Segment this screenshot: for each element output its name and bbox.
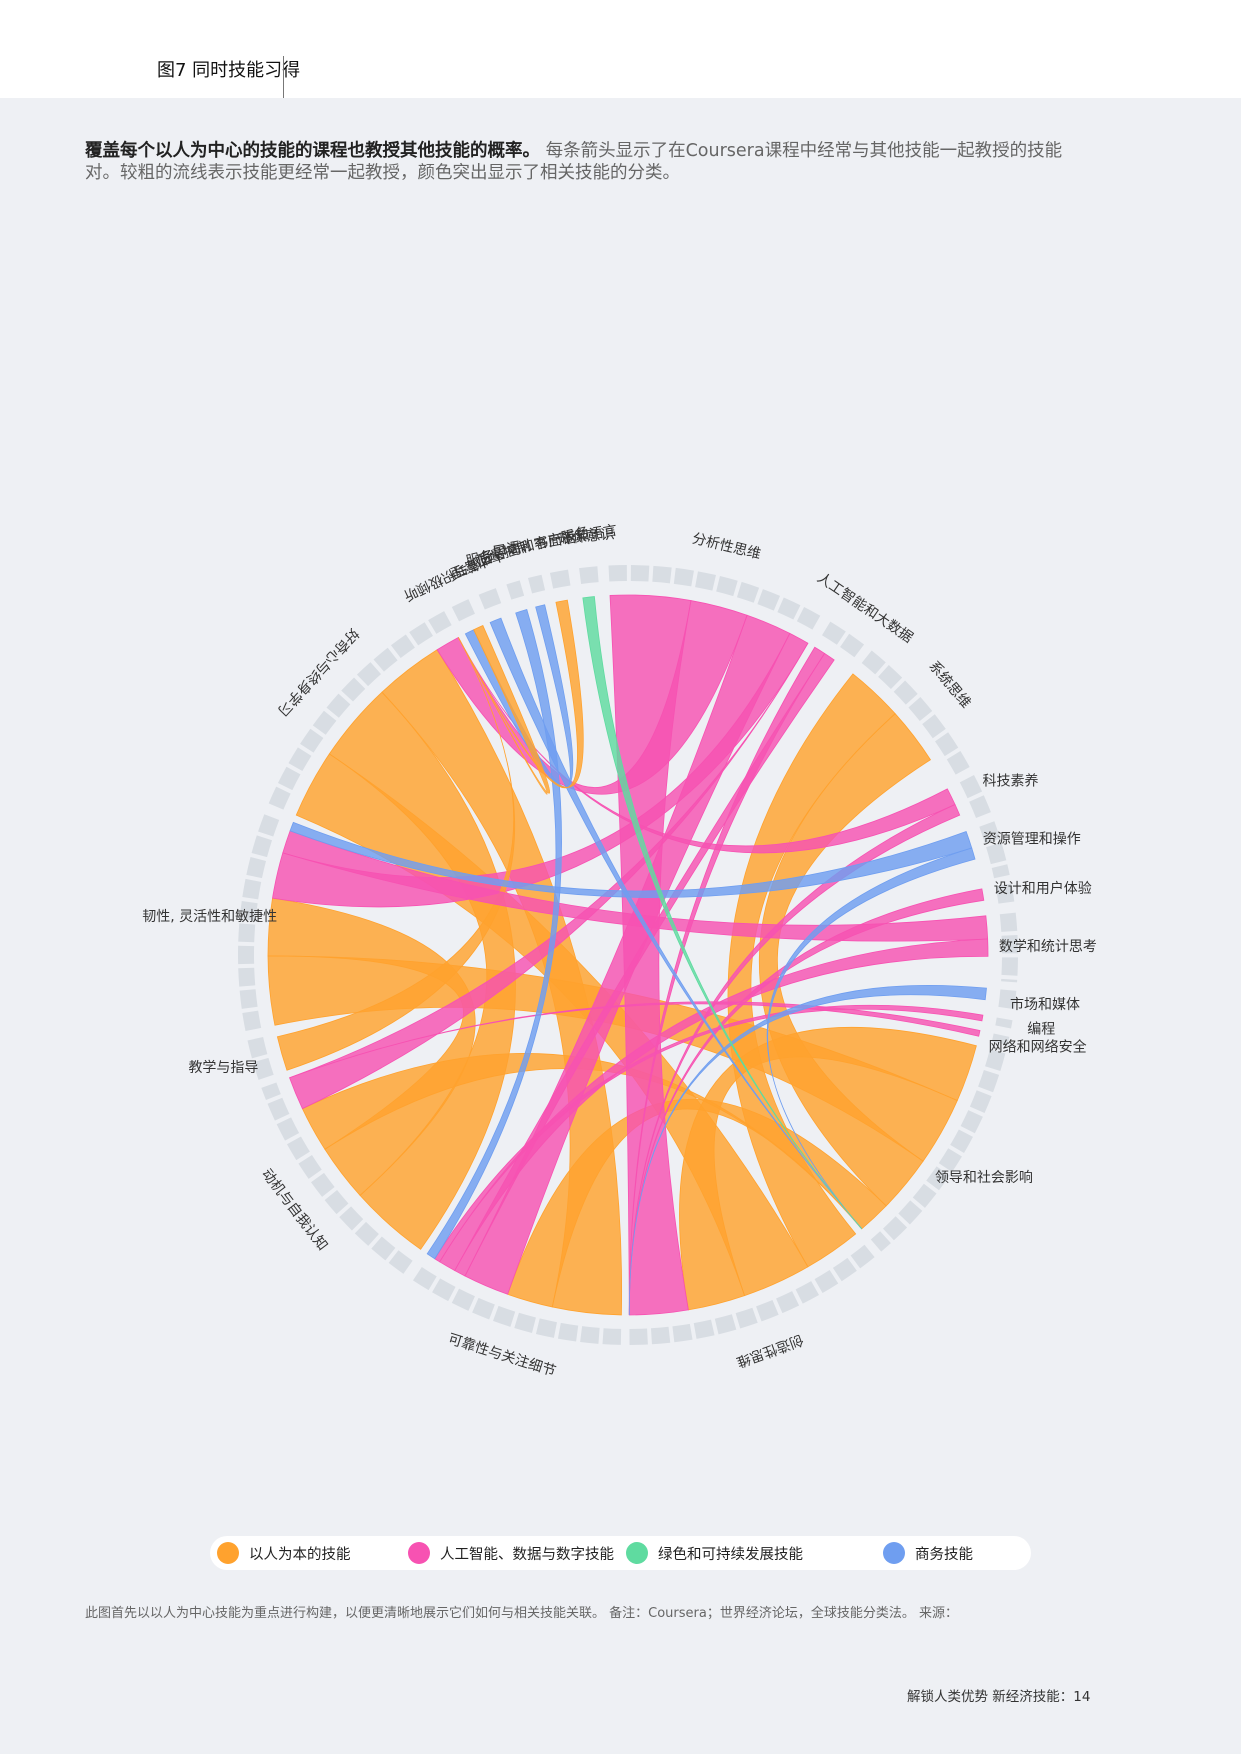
- node-label-analytical: 分析性思维: [691, 531, 763, 563]
- node-label-programming: 编程: [1027, 1022, 1055, 1038]
- node-label-marketing: 市场和媒体: [1010, 996, 1080, 1013]
- legend-swatch-business: [883, 1542, 905, 1564]
- node-arc-networks: [991, 1033, 1010, 1046]
- node-label-networks: 网络和网络安全: [989, 1039, 1087, 1056]
- node-arc-quality: [506, 580, 525, 600]
- top-header-bar: 图7 同时技能习得: [0, 0, 1241, 98]
- node-arc-empathy: [451, 598, 478, 622]
- node-arc-language: [549, 569, 573, 589]
- node-arc-motivation: [261, 1082, 413, 1274]
- title-divider: [283, 56, 284, 98]
- legend: 以人为本的技能 人工智能、数据与数字技能 绿色和可持续发展技能 商务技能: [210, 1536, 1031, 1570]
- description-lead: 覆盖每个以人为中心的技能的课程也教授其他技能的概率。: [85, 141, 540, 161]
- node-arc-teaching: [247, 1035, 274, 1080]
- node-arc-analytical: [608, 565, 823, 632]
- chord-ribbon-service-to-empathy: [464, 604, 574, 788]
- node-arc-curiosity: [268, 611, 452, 810]
- node-arc-environment: [579, 566, 602, 584]
- page-footer: 解锁人类优势 新经济技能：14: [907, 1689, 1091, 1705]
- chord-ribbon-tech-literacy-to-curiosity: [457, 637, 956, 854]
- chord-ribbon-language-to-curiosity: [457, 599, 584, 789]
- chord-ribbon-programming-to-reliability: [434, 1004, 984, 1263]
- chord-node-arcs: [238, 565, 1018, 1345]
- legend-swatch-ai-data: [408, 1542, 430, 1564]
- node-label-math-stats: 数学和统计思考: [999, 939, 1097, 955]
- chord-ribbons: [267, 594, 989, 1316]
- chord-ribbon-analytical-to-resilience: [272, 632, 809, 908]
- figure-title: 图7 同时技能习得: [157, 60, 301, 81]
- node-label-tech-literacy: 科技素养: [982, 773, 1038, 789]
- node-arc-systems: [861, 650, 970, 776]
- description-body: 每条箭头显示了在Coursera课程中经常与其他技能一起教授的技能对。较粗的流线…: [85, 141, 1063, 183]
- node-label-reliability: 可靠性与关注细节: [446, 1331, 558, 1380]
- chord-ribbon-analytical-to-motivation: [289, 642, 809, 1110]
- node-arc-resilience: [238, 811, 281, 1032]
- node-arc-math-stats: [999, 912, 1018, 983]
- legend-label-ai-data: 人工智能、数据与数字技能: [440, 1546, 614, 1563]
- chord-ribbon-creative-to-systems: [727, 673, 896, 1268]
- legend-swatch-green: [626, 1542, 648, 1564]
- node-label-systems: 系统思维: [925, 658, 973, 711]
- node-arc-programming: [995, 1017, 1013, 1029]
- chord-ribbon-motivation-to-leadership: [301, 1053, 863, 1230]
- legend-item-human: 以人为本的技能: [217, 1540, 351, 1566]
- chord-ribbon-resource-mgmt-to-leadership: [766, 847, 976, 1230]
- node-arc-leadership: [870, 1049, 1006, 1252]
- node-label-leadership: 领导和社会影响: [935, 1170, 1033, 1186]
- legend-label-business: 商务技能: [915, 1546, 973, 1563]
- chart-description: 覆盖每个以人为中心的技能的课程也教授其他技能的概率。 每条箭头显示了在Cours…: [85, 140, 1075, 184]
- node-arc-resource-mgmt: [979, 821, 1010, 879]
- chord-ribbon-math-stats-to-resilience: [282, 830, 989, 942]
- chord-ribbon-environment-to-leadership: [582, 596, 863, 1230]
- chord-ribbon-resource-mgmt-to-resilience: [289, 821, 973, 898]
- chord-ribbon-teaching-to-curiosity: [276, 637, 516, 1071]
- node-label-environment: 环保意识: [558, 525, 615, 547]
- chord-ribbon-empathy-to-curiosity: [457, 625, 551, 795]
- legend-item-ai-data: 人工智能、数据与数字技能: [408, 1540, 614, 1566]
- node-arc-marketing: [998, 989, 1017, 1012]
- node-arc-talent-mgmt: [478, 587, 504, 610]
- node-arc-service: [527, 574, 546, 594]
- chord-ribbon-math-stats-to-reliability: [439, 938, 989, 1272]
- legend-label-green: 绿色和可持续发展技能: [658, 1546, 803, 1563]
- node-arc-ai-bigdata: [821, 621, 865, 658]
- footnote: 此图首先以以人为中心技能为重点进行构建，以便更清晰地展示它们如何与相关技能关联。…: [85, 1606, 958, 1621]
- node-label-teaching: 教学与指导: [188, 1060, 258, 1076]
- chord-ribbon-quality-to-reliability: [426, 609, 562, 1260]
- node-label-resilience: 韧性, 灵活性和敏捷性: [142, 909, 277, 925]
- node-arc-design-ux: [995, 883, 1015, 907]
- node-arc-creative: [629, 1244, 875, 1345]
- node-arc-tech-literacy: [959, 775, 992, 820]
- node-label-design-ux: 设计和用户体验: [994, 880, 1092, 897]
- chord-ribbon-creative-to-leadership: [679, 1026, 977, 1311]
- node-arc-reliability: [410, 1265, 622, 1345]
- chord-ribbon-leadership-to-systems: [758, 713, 931, 1207]
- legend-item-green: 绿色和可持续发展技能: [626, 1540, 803, 1566]
- chord-ribbon-resilience-to-motivation: [267, 897, 476, 1196]
- node-label-resource-mgmt: 资源管理和操作: [983, 832, 1081, 848]
- chord-ribbon-talent-mgmt-to-leadership: [489, 617, 863, 1230]
- chord-ribbon-marketing-to-creative: [628, 984, 987, 1316]
- legend-swatch-human: [217, 1542, 239, 1564]
- legend-label-human: 以人为本的技能: [249, 1546, 351, 1563]
- node-label-creative: 创造性思维: [734, 1331, 805, 1370]
- chord-ribbon-networks-to-motivation: [289, 1001, 981, 1079]
- legend-item-business: 商务技能: [883, 1540, 973, 1566]
